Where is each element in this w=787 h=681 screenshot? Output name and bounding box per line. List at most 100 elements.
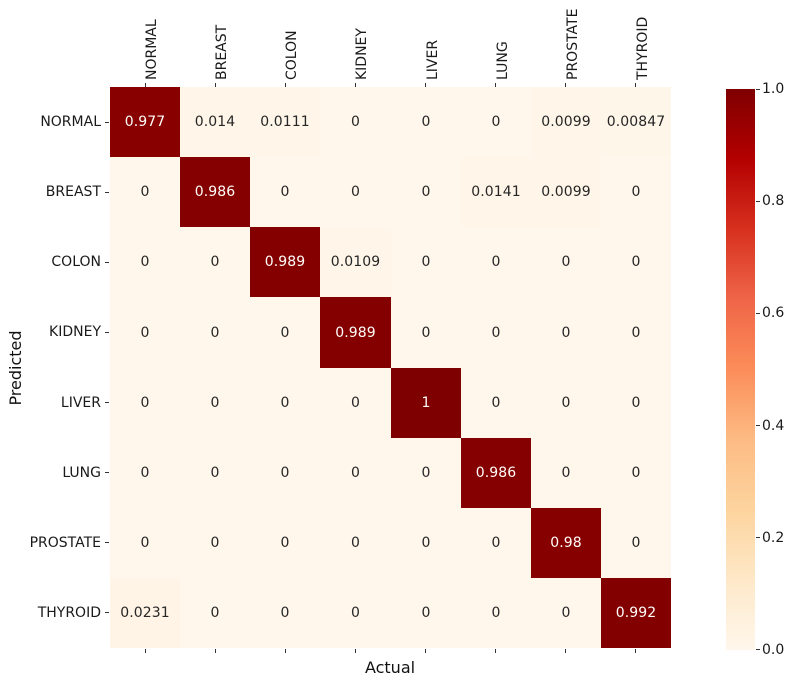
heatmap-cell: 0.0099 xyxy=(531,157,601,227)
heatmap-cell: 0 xyxy=(461,578,531,648)
heatmap-cell: 0 xyxy=(391,87,461,157)
x-tick-top xyxy=(354,82,356,87)
y-tick-label: LIVER xyxy=(60,394,101,411)
heatmap-cell: 0 xyxy=(461,87,531,157)
y-tick-left xyxy=(104,121,109,123)
y-tick-left xyxy=(104,331,109,333)
heatmap-cell: 0 xyxy=(110,157,180,227)
heatmap-cell: 0 xyxy=(531,578,601,648)
heatmap-cell: 0 xyxy=(180,227,250,297)
heatmap-cell: 0 xyxy=(461,508,531,578)
x-tick-top xyxy=(214,82,216,87)
heatmap-cell: 0 xyxy=(391,227,461,297)
heatmap-cell: 0 xyxy=(601,368,671,438)
heatmap-cell: 0.0109 xyxy=(320,227,391,297)
heatmap-cell: 0.977 xyxy=(110,87,180,157)
colorbar-tick xyxy=(755,88,760,90)
y-tick-label: PROSTATE xyxy=(29,534,101,551)
heatmap-cell: 0 xyxy=(320,157,391,227)
x-tick-bottom xyxy=(144,648,146,653)
heatmap-cell: 0 xyxy=(180,438,250,508)
heatmap-cell: 0 xyxy=(601,227,671,297)
x-tick-label: KIDNEY xyxy=(354,28,371,80)
heatmap-cell: 0 xyxy=(180,508,250,578)
x-tick-bottom xyxy=(284,648,286,653)
heatmap-cell: 0 xyxy=(531,438,601,508)
heatmap-cell: 0 xyxy=(601,297,671,368)
heatmap-cell: 0 xyxy=(110,227,180,297)
x-tick-bottom xyxy=(565,648,567,653)
x-tick-bottom xyxy=(354,648,356,653)
x-tick-bottom xyxy=(425,648,427,653)
heatmap-cell: 0 xyxy=(391,297,461,368)
heatmap-cell: 0 xyxy=(320,438,391,508)
colorbar xyxy=(726,89,755,650)
y-tick-label: BREAST xyxy=(45,184,101,201)
colorbar-tick xyxy=(755,312,760,314)
heatmap-cell: 0 xyxy=(180,368,250,438)
colorbar-tick xyxy=(755,648,760,650)
heatmap-cell: 0.989 xyxy=(320,297,391,368)
colorbar-tick xyxy=(755,425,760,427)
heatmap-cell: 0 xyxy=(110,297,180,368)
heatmap-cell: 0 xyxy=(391,157,461,227)
x-tick-label: NORMAL xyxy=(144,19,161,80)
x-tick-top xyxy=(425,82,427,87)
heatmap-cell: 0.98 xyxy=(531,508,601,578)
heatmap-cell: 0.0111 xyxy=(250,87,320,157)
heatmap-cell: 0.0231 xyxy=(110,578,180,648)
heatmap-cell: 0 xyxy=(250,368,320,438)
heatmap-cell: 0 xyxy=(601,157,671,227)
heatmap-cell: 0 xyxy=(391,438,461,508)
heatmap-cell: 0 xyxy=(320,87,391,157)
heatmap-cell: 0 xyxy=(250,508,320,578)
y-tick-left xyxy=(104,261,109,263)
heatmap-cell: 0.0099 xyxy=(531,87,601,157)
heatmap-cell: 0.00847 xyxy=(601,87,671,157)
heatmap-cell: 0 xyxy=(320,368,391,438)
x-axis-label: Actual xyxy=(364,658,416,677)
heatmap-cell: 0 xyxy=(531,368,601,438)
heatmap-cell: 0 xyxy=(320,578,391,648)
y-tick-left xyxy=(104,612,109,614)
x-tick-top xyxy=(565,82,567,87)
colorbar-tick-label: 0.0 xyxy=(762,642,785,658)
heatmap-cell: 0 xyxy=(391,578,461,648)
heatmap-cell: 0 xyxy=(461,297,531,368)
x-tick-top xyxy=(495,82,497,87)
heatmap-cell: 0 xyxy=(250,578,320,648)
x-tick-label: PROSTATE xyxy=(564,8,581,80)
heatmap-cell: 0 xyxy=(110,438,180,508)
y-tick-left xyxy=(104,472,109,474)
y-axis-label: Predicted xyxy=(6,330,25,406)
x-tick-bottom xyxy=(214,648,216,653)
heatmap-cell: 0 xyxy=(391,508,461,578)
colorbar-tick-label: 0.4 xyxy=(762,417,785,434)
heatmap-cell: 0 xyxy=(320,508,391,578)
heatmap-cell: 0 xyxy=(531,227,601,297)
heatmap-cell: 0 xyxy=(180,297,250,368)
heatmap-cell: 0.986 xyxy=(461,438,531,508)
y-tick-left xyxy=(104,542,109,544)
heatmap-cell: 0 xyxy=(601,438,671,508)
y-tick-label: THYROID xyxy=(37,604,101,621)
heatmap-cell: 1 xyxy=(391,368,461,438)
y-tick-label: NORMAL xyxy=(40,114,101,131)
heatmap-cell: 0.986 xyxy=(180,157,250,227)
y-tick-label: COLON xyxy=(51,254,101,271)
x-tick-top xyxy=(144,82,146,87)
heatmap-cell: 0 xyxy=(461,227,531,297)
heatmap-cell: 0 xyxy=(601,508,671,578)
x-tick-label: BREAST xyxy=(214,24,231,80)
heatmap-cell: 0 xyxy=(461,368,531,438)
colorbar-tick-label: 1.0 xyxy=(762,81,785,97)
x-tick-bottom xyxy=(495,648,497,653)
heatmap-cell: 0.992 xyxy=(601,578,671,648)
heatmap-cell: 0 xyxy=(180,578,250,648)
colorbar-tick xyxy=(755,200,760,202)
heatmap-cell: 0 xyxy=(250,157,320,227)
x-tick-top xyxy=(635,82,637,87)
x-tick-label: LUNG xyxy=(494,41,511,80)
colorbar-tick-label: 0.2 xyxy=(762,529,785,546)
